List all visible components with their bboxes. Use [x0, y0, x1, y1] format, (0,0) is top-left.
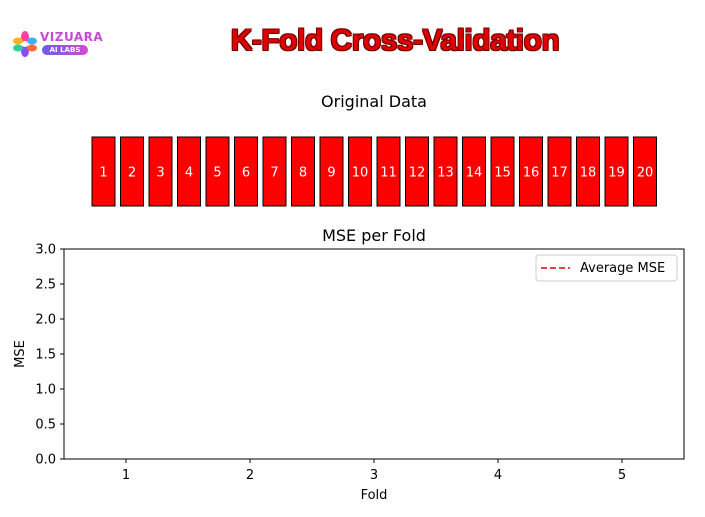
data-box-5: [205, 136, 230, 207]
data-box-label: 17: [551, 166, 568, 181]
data-box-18: [576, 136, 600, 207]
data-box-label: 1: [99, 166, 107, 181]
data-box-label: 20: [637, 166, 654, 181]
x-tick-label: 1: [122, 468, 130, 483]
data-box-label: 18: [580, 166, 597, 181]
data-box-label: 19: [608, 166, 625, 181]
flower-logo-icon: [13, 31, 37, 57]
legend-average-label: Average MSE: [580, 261, 665, 276]
data-box-label: 10: [352, 166, 369, 181]
legend: Average MSE: [535, 254, 678, 282]
legend-box: [535, 254, 678, 282]
data-box-label: 4: [185, 166, 193, 181]
data-box-10: [348, 136, 372, 207]
data-box-label: 14: [466, 166, 483, 181]
data-box-12: [405, 136, 429, 207]
data-box-19: [604, 136, 629, 207]
data-box-label: 16: [523, 166, 540, 181]
x-tick-label: 5: [618, 468, 626, 483]
data-box-label: 11: [380, 166, 397, 181]
data-box-13: [433, 136, 458, 207]
data-box-label: 8: [299, 166, 307, 181]
data-box-label: 5: [213, 166, 221, 181]
data-box-14: [462, 136, 486, 207]
data-box-7: [262, 136, 287, 207]
y-tick-label: 1.0: [35, 383, 56, 398]
y-tick-label: 2.0: [35, 313, 56, 328]
data-box-9: [319, 136, 344, 207]
original-data-boxes: 1 2 3 4 5 6 7 8 9 10 11 12 13 14 15 16 17 18 19 20: [91, 136, 657, 207]
y-tick-label: 0.0: [35, 453, 56, 468]
y-axis-label: MSE: [13, 340, 28, 368]
data-box-3: [148, 136, 173, 207]
data-box-label: 12: [409, 166, 426, 181]
logo-badge: AI LABS: [42, 45, 88, 55]
data-box-label: 6: [242, 166, 250, 181]
data-box-6: [234, 136, 258, 207]
data-box-label: 2: [128, 166, 136, 181]
x-axis-label: Fold: [361, 488, 388, 503]
data-box-label: 15: [494, 166, 511, 181]
y-axis-ticks: 0.0 0.5 1.0 1.5 2.0 2.5 3.0: [35, 243, 64, 468]
data-box-label: 7: [270, 166, 278, 181]
data-box-20: [633, 136, 657, 207]
y-tick-label: 0.5: [35, 418, 56, 433]
logo-name: VIZUARA: [40, 30, 104, 44]
x-axis-ticks: 1 2 3 4 5: [122, 459, 626, 483]
data-box-15: [490, 136, 515, 207]
data-box-16: [519, 136, 543, 207]
y-tick-label: 2.5: [35, 278, 56, 293]
data-box-11: [376, 136, 401, 207]
x-tick-label: 4: [494, 468, 502, 483]
data-box-4: [177, 136, 201, 207]
data-box-17: [547, 136, 572, 207]
y-tick-label: 1.5: [35, 348, 56, 363]
data-box-2: [120, 136, 144, 207]
vizuara-logo: VIZUARA AI LABS: [12, 30, 104, 60]
data-box-label: 9: [327, 166, 335, 181]
mse-chart-title: MSE per Fold: [322, 226, 426, 245]
x-tick-label: 2: [246, 468, 254, 483]
data-box-label: 3: [156, 166, 164, 181]
page-title: K-Fold Cross-Validation: [230, 24, 560, 57]
y-tick-label: 3.0: [35, 243, 56, 258]
data-box-8: [291, 136, 315, 207]
data-box-1: [91, 136, 116, 207]
original-data-title: Original Data: [321, 92, 427, 111]
x-tick-label: 3: [370, 468, 378, 483]
data-box-label: 13: [437, 166, 454, 181]
